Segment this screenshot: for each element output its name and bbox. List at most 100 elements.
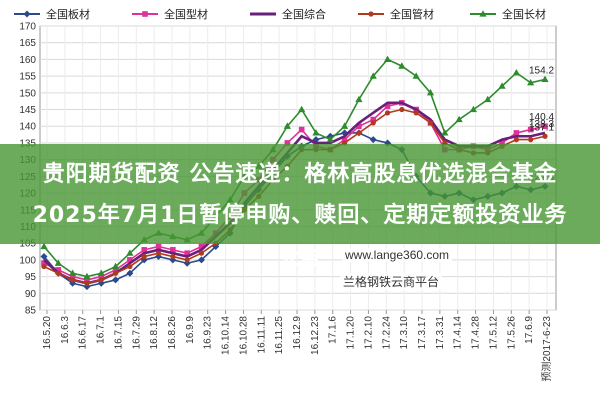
data-point (370, 120, 376, 126)
data-point (184, 250, 190, 256)
x-tick-label: 16.8.26 (167, 316, 178, 350)
data-point (528, 137, 534, 143)
data-point (426, 89, 435, 96)
data-point (84, 277, 90, 283)
legend-label: 全国型材 (164, 7, 208, 21)
data-point (97, 269, 105, 276)
data-point (283, 122, 291, 129)
x-tick-label: 16.6.3 (60, 316, 71, 344)
data-point (412, 72, 420, 79)
data-point (170, 253, 176, 260)
data-point (326, 135, 334, 143)
data-point (70, 277, 76, 283)
data-point (198, 250, 205, 256)
y-tick-label: 135 (19, 138, 36, 149)
headline-line-2: 2025年7月1日暂停申购、赎回、定期定额投资业务 (32, 203, 568, 228)
data-point (369, 72, 377, 79)
data-point (141, 247, 147, 253)
data-point (368, 11, 374, 17)
y-tick-label: 160 (19, 55, 36, 66)
data-point (112, 276, 120, 284)
x-tick-label: 17.4.14 (453, 316, 464, 350)
data-point (284, 140, 291, 146)
data-point (126, 249, 134, 256)
x-tick-label: 16.9.23 (203, 316, 214, 350)
data-point (112, 267, 119, 273)
y-tick-label: 90 (25, 289, 37, 300)
data-point (542, 123, 548, 130)
y-tick-label: 150 (19, 88, 36, 99)
data-point (499, 140, 505, 146)
x-tick-label: 16.9.9 (185, 316, 196, 344)
y-tick-label: 100 (19, 255, 36, 266)
data-point (413, 110, 419, 116)
headline-overlay (0, 144, 600, 244)
data-point (441, 129, 449, 136)
data-point (111, 262, 120, 270)
data-point (384, 103, 391, 109)
legend-label: 全国长材 (502, 7, 546, 21)
data-point (198, 243, 205, 250)
data-point (355, 95, 363, 103)
data-point (54, 259, 62, 266)
x-tick-label: 17.5.26 (506, 316, 517, 350)
x-tick-label: 16.7.15 (113, 316, 124, 350)
end-value-label: 154.2 (529, 65, 554, 76)
x-tick-label: 16.7.29 (131, 316, 142, 350)
y-tick-label: 140 (19, 122, 36, 133)
data-point (98, 277, 104, 283)
watermark-url: www.lange360.com (342, 248, 453, 262)
y-tick-label: 95 (25, 272, 37, 283)
data-point (541, 75, 549, 83)
data-point (356, 130, 362, 136)
data-point (356, 123, 362, 130)
data-point (126, 269, 134, 277)
x-tick-label: 16.7.1 (96, 316, 107, 344)
y-tick-label: 165 (19, 38, 36, 49)
data-point (427, 120, 434, 126)
data-point (469, 105, 478, 113)
data-point (341, 136, 348, 143)
data-point (197, 256, 205, 264)
y-tick-label: 145 (19, 105, 36, 116)
x-tick-label: 预测2017-6-23 (540, 316, 553, 382)
legend-label: 全国管材 (390, 7, 434, 21)
data-point (98, 273, 105, 280)
data-point (341, 122, 349, 129)
y-tick-label: 170 (19, 22, 36, 33)
headline-line-3: 业务 (279, 245, 321, 269)
x-tick-label: 17.3.10 (399, 316, 410, 350)
end-value-label: 140.4 (529, 112, 554, 123)
y-tick-label: 85 (25, 306, 37, 317)
data-point (512, 68, 520, 76)
x-tick-label: 16.10.14 (221, 316, 232, 355)
x-tick-label: 16.11.25 (274, 316, 285, 355)
data-point (69, 273, 76, 280)
data-point (40, 253, 48, 261)
data-point (399, 106, 405, 113)
data-point (513, 137, 519, 143)
data-point (41, 260, 47, 267)
legend-label: 全国板材 (46, 7, 90, 21)
x-tick-label: 16.11.11 (256, 316, 267, 354)
legend-label: 全国综合 (282, 7, 326, 21)
x-tick-label: 17.1.6 (328, 316, 339, 344)
data-point (155, 250, 162, 256)
data-point (41, 263, 47, 270)
data-point (370, 116, 377, 123)
x-tick-label: 17.3.17 (417, 316, 428, 350)
x-tick-label: 17.1.20 (346, 316, 357, 350)
x-tick-label: 17.2.24 (381, 316, 392, 350)
y-tick-label: 105 (19, 239, 36, 250)
data-point (55, 270, 61, 276)
data-point (542, 133, 548, 139)
data-point (170, 247, 176, 253)
data-point (84, 280, 90, 286)
x-tick-label: 16.8.12 (149, 316, 160, 350)
y-tick-label: 155 (19, 72, 36, 83)
x-tick-label: 17.2.10 (363, 316, 374, 350)
data-point (184, 257, 190, 263)
data-point (83, 272, 91, 280)
end-value-label: 138.3 (529, 119, 554, 130)
